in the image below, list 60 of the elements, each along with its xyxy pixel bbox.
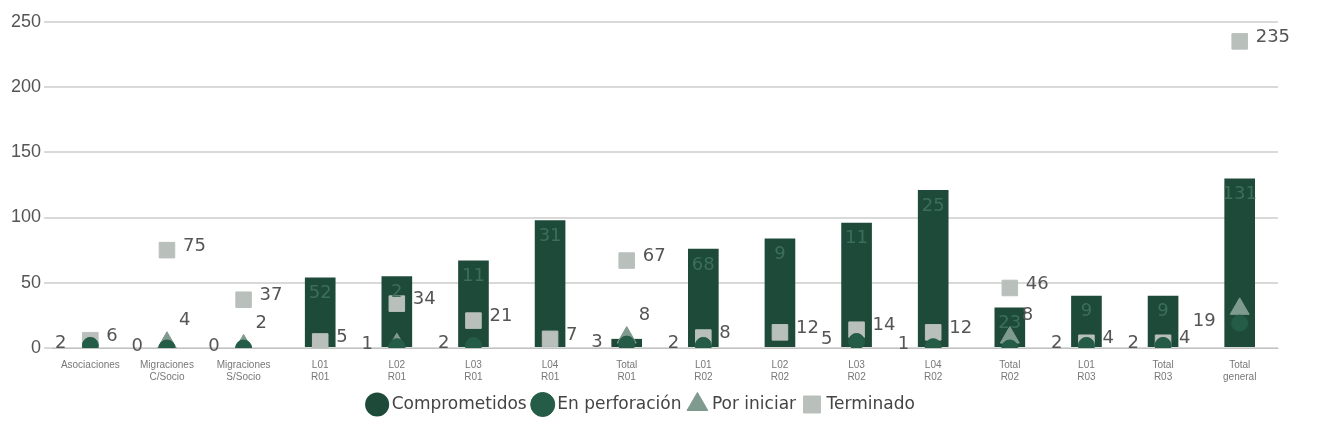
bar [1224, 178, 1256, 347]
x-tick-label: L02 R02 [770, 358, 790, 382]
x-tick-label: L03 R01 [464, 358, 484, 382]
data-label: 19 [1192, 308, 1216, 330]
x-tick-label: Total R02 [999, 358, 1021, 382]
data-label: 0 [208, 333, 220, 355]
data-label: 34 [412, 287, 436, 309]
data-label: 8 [719, 321, 731, 343]
data-label: 2 [54, 331, 67, 353]
data-label: 75 [182, 233, 206, 255]
x-tick-label: Migraciones S/Socio [216, 358, 271, 382]
x-tick-label: L03 R02 [847, 358, 867, 382]
data-label: 7 [566, 322, 578, 344]
y-tick-label: 200 [10, 76, 42, 97]
data-label: 1 [361, 332, 373, 354]
x-tick-label: Migraciones C/Socio [140, 358, 194, 382]
data-label: 0 [131, 333, 143, 355]
data-label: 4 [1102, 326, 1114, 348]
y-tick-label: 250 [10, 10, 42, 31]
data-label: 2 [1050, 331, 1063, 353]
data-label: 2 [667, 331, 680, 353]
y-tick-label: 0 [31, 336, 42, 357]
data-label: 2 [438, 331, 450, 353]
data-label: 12 [795, 316, 819, 338]
data-label: 2 [255, 311, 268, 333]
x-tick-label: L01 R03 [1077, 358, 1097, 382]
data-label: 5 [336, 325, 348, 347]
y-tick-label: 50 [21, 271, 42, 292]
x-tick-label: L04 R02 [924, 358, 943, 382]
x-tick-label: Total general [1223, 358, 1257, 382]
legend-label: Por iniciar [711, 392, 797, 413]
data-label: 235 [1255, 25, 1291, 47]
data-label: 12 [949, 316, 973, 338]
y-tick-label: 100 [10, 206, 42, 227]
data-label: 4 [1179, 326, 1191, 348]
x-tick-label: Total R03 [1152, 358, 1174, 382]
data-label: 67 [642, 244, 666, 266]
data-label: 37 [259, 283, 283, 305]
data-label: 46 [1025, 271, 1049, 293]
data-label: 2 [1127, 331, 1140, 353]
x-tick-label: L04 R01 [540, 358, 560, 382]
x-tick-label: Total R01 [616, 358, 638, 382]
bar [764, 238, 796, 347]
data-label: 4 [178, 308, 191, 330]
bar [917, 190, 949, 347]
x-tick-label: L02 R01 [387, 358, 407, 382]
data-label: 21 [489, 304, 513, 326]
data-label: 1 [897, 332, 910, 354]
x-tick-label: Asociaciones [60, 358, 120, 370]
data-label: 8 [638, 303, 651, 325]
x-tick-label: L01 R01 [311, 358, 330, 382]
data-label: 3 [591, 329, 603, 351]
x-tick-label: L01 R02 [694, 358, 713, 382]
y-tick-label: 150 [10, 141, 42, 162]
data-label: 14 [872, 313, 896, 335]
legend-label: Comprometidos [391, 392, 527, 413]
data-label: 6 [106, 323, 118, 345]
data-label: 5 [821, 327, 833, 349]
legend-label: En perforación [557, 392, 682, 413]
legend-label: Terminado [825, 392, 915, 413]
